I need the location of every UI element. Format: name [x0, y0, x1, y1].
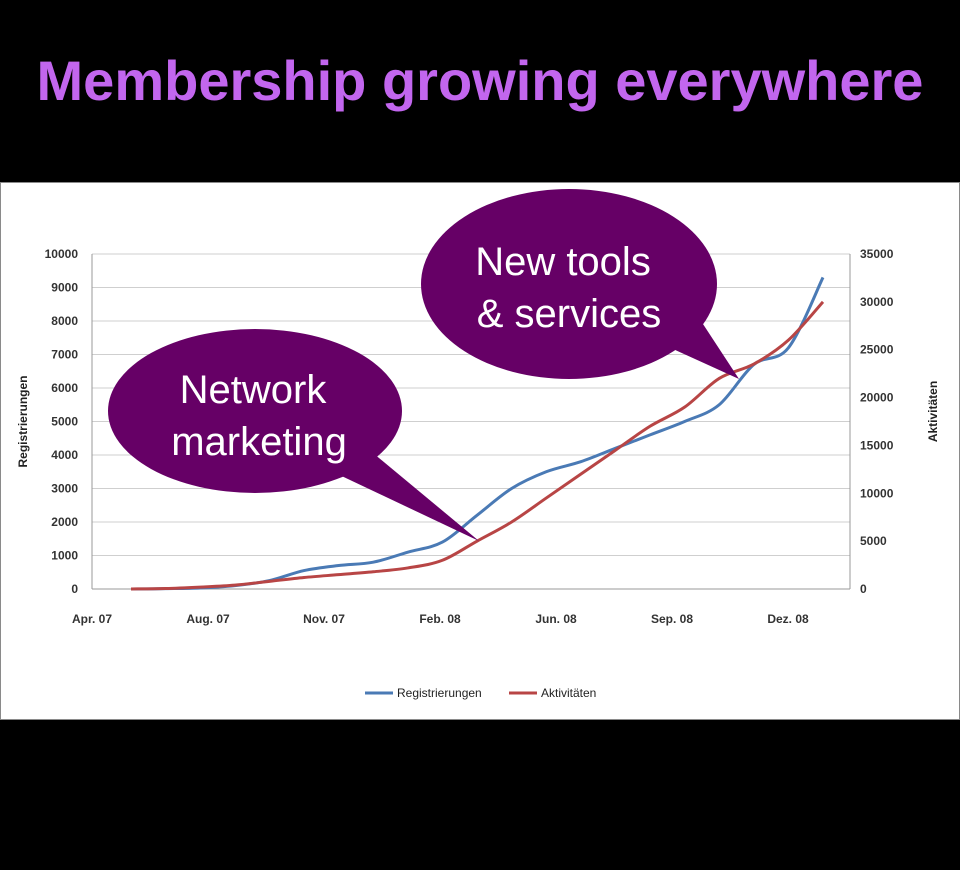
series-line-aktivitäten — [130, 300, 825, 591]
callout-new-tools: New tools & services — [421, 189, 739, 379]
y-tick-label-left: 6000 — [51, 381, 78, 395]
x-tick-label: Feb. 08 — [419, 612, 461, 626]
legend-label: Aktivitäten — [541, 686, 596, 700]
callout-text: New tools — [475, 240, 651, 284]
y-tick-label-left: 5000 — [51, 415, 78, 429]
line-chart: 0 1000 2000 3000 4000 5000 6000 7000 8000 9000 100… — [16, 189, 940, 700]
x-tick-label: Dez. 08 — [767, 612, 809, 626]
y-tick-label-left: 10000 — [45, 247, 79, 261]
y-tick-label-left: 7000 — [51, 348, 78, 362]
y-tick-label-left: 9000 — [51, 281, 78, 295]
callout-network-marketing: Network marketing — [108, 329, 479, 541]
y-tick-label-left: 1000 — [51, 549, 78, 563]
y-tick-label-right: 30000 — [860, 295, 894, 309]
callout-bubble — [421, 189, 717, 379]
y-tick-label-right: 5000 — [860, 534, 887, 548]
y-tick-label-left: 8000 — [51, 314, 78, 328]
series-lines — [130, 276, 825, 591]
source-note: Source: Coliquio — [37, 854, 140, 870]
y-tick-label-left: 0 — [71, 582, 78, 596]
y-tick-label-left: 4000 — [51, 448, 78, 462]
callout-text: Network — [180, 368, 328, 412]
y-tick-label-right: 35000 — [860, 247, 894, 261]
callout-text: & services — [477, 292, 662, 336]
x-tick-label: Aug. 07 — [186, 612, 230, 626]
y-tick-label-right: 0 — [860, 582, 867, 596]
y-tick-label-left: 2000 — [51, 515, 78, 529]
chart-panel: 0 1000 2000 3000 4000 5000 6000 7000 8000 9000 100… — [0, 182, 960, 870]
x-tick-label: Sep. 08 — [651, 612, 693, 626]
y-tick-label-right: 10000 — [860, 486, 894, 500]
callout-text: marketing — [171, 420, 347, 464]
legend-label: Registrierungen — [397, 686, 482, 700]
slide-title: Membership growing everywhere — [36, 49, 924, 112]
x-tick-label: Apr. 07 — [72, 612, 112, 626]
callouts: Network marketing New tools & services — [108, 189, 739, 541]
x-tick-label: Nov. 07 — [303, 612, 345, 626]
callout-tail — [331, 453, 479, 541]
y-axis-title-right: Aktivitäten — [926, 381, 940, 442]
callout-bubble — [108, 329, 402, 493]
axes: 0 1000 2000 3000 4000 5000 6000 7000 8000 9000 100… — [16, 247, 940, 626]
y-axis-title-left: Registrierungen — [16, 375, 30, 467]
y-tick-label-right: 20000 — [860, 391, 894, 405]
legend: Registrierungen Aktivitäten — [365, 686, 596, 700]
y-tick-label-right: 25000 — [860, 343, 894, 357]
x-tick-label: Jun. 08 — [535, 612, 577, 626]
y-tick-label-right: 15000 — [860, 438, 894, 452]
y-tick-label-left: 3000 — [51, 482, 78, 496]
